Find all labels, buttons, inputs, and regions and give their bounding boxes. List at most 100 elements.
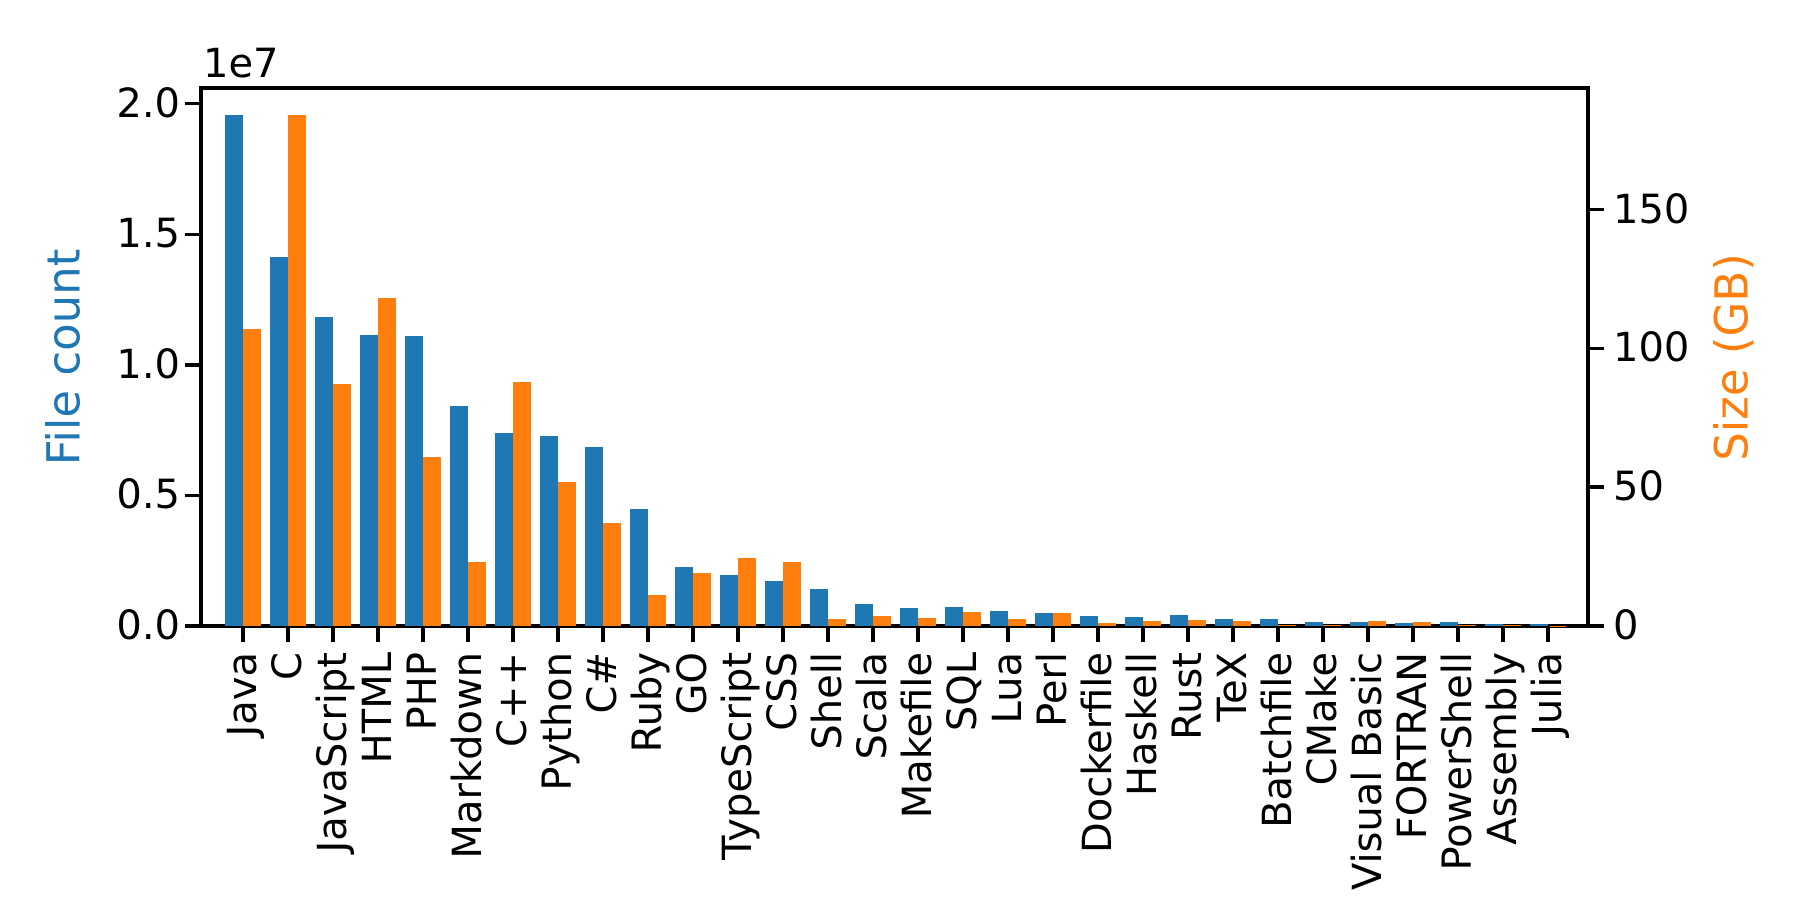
x-axis-label-powershell: PowerShell bbox=[1435, 652, 1481, 871]
y-axis-right-tick-label: 0 bbox=[1613, 603, 1639, 649]
bar-size-gb-rust bbox=[1188, 619, 1206, 626]
bar-size-gb-assembly bbox=[1503, 625, 1521, 626]
x-axis-tick-javascript bbox=[331, 626, 335, 642]
bar-file-count-dockerfile bbox=[1080, 616, 1098, 626]
bar-file-count-julia bbox=[1530, 624, 1548, 626]
x-axis-label-html: HTML bbox=[355, 652, 401, 764]
bar-file-count-powershell bbox=[1440, 622, 1458, 626]
bar-file-count-javascript bbox=[315, 317, 333, 626]
x-axis-tick-makefile bbox=[916, 626, 920, 642]
bar-file-count-go bbox=[675, 566, 693, 626]
bar-file-count-lua bbox=[990, 610, 1008, 626]
bar-size-gb-c bbox=[288, 115, 306, 626]
bar-size-gb-c bbox=[603, 523, 621, 626]
bar-file-count-css bbox=[765, 580, 783, 626]
x-axis-tick-markdown bbox=[466, 626, 470, 642]
bar-size-gb-javascript bbox=[333, 384, 351, 626]
bar-size-gb-css bbox=[783, 562, 801, 626]
x-axis-tick-julia bbox=[1546, 626, 1550, 642]
y-axis-right-tick-label: 50 bbox=[1613, 464, 1664, 511]
x-axis-tick-scala bbox=[871, 626, 875, 642]
y-axis-left-tick bbox=[185, 232, 201, 236]
bar-size-gb-lua bbox=[1008, 619, 1026, 626]
bar-size-gb-cmake bbox=[1323, 625, 1341, 626]
bar-file-count-java bbox=[225, 115, 243, 626]
bar-size-gb-haskell bbox=[1143, 621, 1161, 626]
bar-file-count-visual-basic bbox=[1350, 622, 1368, 626]
x-axis-label-makefile: Makefile bbox=[895, 652, 941, 819]
bar-file-count-markdown bbox=[450, 405, 468, 626]
x-axis-tick-shell bbox=[826, 626, 830, 642]
bar-file-count-typescript bbox=[720, 575, 738, 626]
bar-size-gb-markdown bbox=[468, 562, 486, 626]
x-axis-tick-c bbox=[601, 626, 605, 642]
bar-size-gb-perl bbox=[1053, 613, 1071, 626]
x-axis-label-javascript: JavaScript bbox=[310, 652, 356, 853]
x-axis-label-fortran: FORTRAN bbox=[1390, 652, 1436, 840]
y-axis-left-tick-label: 2.0 bbox=[116, 80, 180, 127]
bar-file-count-shell bbox=[810, 589, 828, 626]
y-axis-right-tick-label: 100 bbox=[1613, 325, 1690, 372]
y-axis-right-tick bbox=[1588, 624, 1604, 628]
x-axis-tick-dockerfile bbox=[1096, 626, 1100, 642]
x-axis-tick-java bbox=[241, 626, 245, 642]
x-axis-label-shell: Shell bbox=[805, 652, 851, 750]
bar-file-count-tex bbox=[1215, 618, 1233, 626]
bar-file-count-cmake bbox=[1305, 621, 1323, 626]
bar-size-gb-go bbox=[693, 573, 711, 626]
x-axis-label-julia: Julia bbox=[1525, 652, 1571, 736]
x-axis-tick-fortran bbox=[1411, 626, 1415, 642]
plot-spine-left bbox=[199, 86, 203, 628]
x-axis-label-perl: Perl bbox=[1030, 652, 1076, 727]
x-axis-tick-lua bbox=[1006, 626, 1010, 642]
x-axis-tick-c bbox=[511, 626, 515, 642]
bar-file-count-html bbox=[360, 335, 378, 626]
x-axis-label-java: Java bbox=[220, 652, 266, 737]
x-axis-label-css: CSS bbox=[760, 652, 806, 731]
x-axis-label-visual-basic: Visual Basic bbox=[1345, 652, 1391, 891]
bar-size-gb-sql bbox=[963, 611, 981, 626]
bar-size-gb-dockerfile bbox=[1098, 622, 1116, 626]
y-axis-left-tick bbox=[185, 101, 201, 106]
bar-file-count-fortran bbox=[1395, 623, 1413, 626]
y-axis-offset-text: 1e7 bbox=[203, 41, 279, 87]
x-axis-tick-sql bbox=[961, 626, 965, 642]
x-axis-tick-powershell bbox=[1456, 626, 1460, 642]
x-axis-label-cmake: CMake bbox=[1300, 652, 1346, 786]
bar-size-gb-html bbox=[378, 298, 396, 626]
x-axis-label-go: GO bbox=[670, 652, 716, 715]
bar-file-count-haskell bbox=[1125, 616, 1143, 626]
x-axis-tick-ruby bbox=[646, 626, 650, 642]
y-axis-left-tick bbox=[185, 363, 201, 367]
x-axis-label-c: C bbox=[265, 652, 311, 680]
bar-size-gb-python bbox=[558, 481, 576, 626]
x-axis-tick-go bbox=[691, 626, 695, 642]
bar-size-gb-ruby bbox=[648, 595, 666, 626]
bar-file-count-c bbox=[585, 447, 603, 626]
bar-size-gb-java bbox=[243, 328, 261, 626]
x-axis-tick-rust bbox=[1186, 626, 1190, 642]
bar-size-gb-php bbox=[423, 456, 441, 626]
x-axis-label-c: C# bbox=[580, 652, 626, 714]
x-axis-label-c: C++ bbox=[490, 652, 536, 747]
x-axis-tick-typescript bbox=[736, 626, 740, 642]
y-axis-right-tick-label: 150 bbox=[1613, 186, 1690, 233]
x-axis-label-lua: Lua bbox=[985, 652, 1031, 724]
x-axis-tick-c bbox=[286, 626, 290, 642]
bar-size-gb-c bbox=[513, 381, 531, 626]
x-axis-label-sql: SQL bbox=[940, 652, 986, 732]
bar-file-count-python bbox=[540, 436, 558, 626]
x-axis-label-php: PHP bbox=[400, 652, 446, 731]
bar-size-gb-makefile bbox=[918, 618, 936, 626]
x-axis-label-typescript: TypeScript bbox=[715, 652, 761, 860]
y-axis-left-tick bbox=[185, 624, 201, 628]
y-axis-left-tick-label: 1.0 bbox=[116, 341, 180, 388]
bar-size-gb-visual-basic bbox=[1368, 621, 1386, 626]
bar-size-gb-fortran bbox=[1413, 622, 1431, 626]
x-axis-tick-visual-basic bbox=[1366, 626, 1370, 642]
bar-file-count-sql bbox=[945, 607, 963, 626]
bar-file-count-php bbox=[405, 336, 423, 626]
x-axis-tick-assembly bbox=[1501, 626, 1505, 642]
x-axis-label-haskell: Haskell bbox=[1120, 652, 1166, 797]
